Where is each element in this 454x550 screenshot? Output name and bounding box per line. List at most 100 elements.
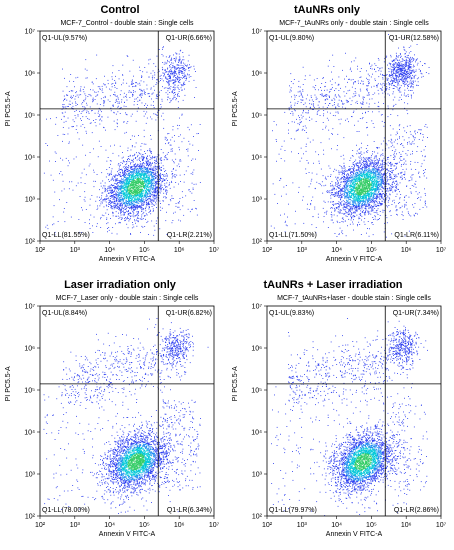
data-point — [156, 189, 158, 191]
data-point — [156, 198, 158, 200]
data-point — [135, 222, 136, 224]
data-point — [158, 166, 160, 168]
data-point — [117, 205, 119, 207]
data-point — [86, 69, 88, 71]
data-point — [181, 141, 183, 143]
data-point — [175, 182, 177, 183]
data-point — [175, 205, 177, 207]
data-point — [154, 194, 156, 196]
data-point — [107, 231, 108, 233]
data-point — [365, 211, 366, 212]
data-point — [358, 204, 360, 206]
data-point — [149, 192, 151, 194]
data-point — [108, 173, 110, 175]
data-point — [151, 77, 153, 78]
data-point — [139, 157, 140, 159]
data-point — [133, 209, 135, 211]
data-point — [152, 189, 154, 190]
data-point — [137, 83, 139, 85]
data-point — [186, 149, 188, 150]
data-point — [122, 197, 124, 199]
data-point — [137, 192, 139, 193]
data-point — [115, 192, 117, 194]
data-point — [96, 225, 98, 227]
data-point — [147, 162, 149, 164]
data-point — [383, 182, 385, 184]
data-point — [160, 176, 161, 177]
data-point — [146, 185, 148, 187]
data-point — [350, 212, 352, 213]
data-point — [152, 185, 154, 186]
data-point — [140, 179, 141, 181]
data-point — [112, 198, 114, 200]
data-point — [370, 171, 371, 173]
data-point — [117, 123, 118, 125]
data-point — [147, 186, 149, 188]
data-point — [380, 182, 382, 183]
data-point — [348, 169, 349, 171]
data-point — [127, 121, 129, 122]
data-point — [159, 177, 161, 179]
data-point — [109, 186, 111, 188]
panel-title: Control — [100, 4, 140, 16]
data-point — [180, 84, 182, 85]
data-point — [110, 195, 112, 196]
data-point — [188, 70, 190, 72]
data-point — [192, 187, 194, 189]
data-point — [366, 186, 368, 188]
data-point — [133, 186, 135, 188]
data-point — [369, 194, 371, 196]
data-point — [119, 180, 121, 182]
data-point — [354, 211, 356, 213]
data-point — [95, 200, 97, 202]
data-point — [144, 67, 146, 68]
data-point — [174, 81, 176, 83]
data-point — [181, 67, 183, 68]
data-point — [367, 202, 369, 204]
data-point — [122, 199, 123, 200]
data-point — [146, 172, 148, 174]
data-point — [167, 61, 169, 62]
data-point — [73, 158, 75, 160]
data-point — [142, 162, 144, 164]
data-point — [166, 234, 168, 235]
data-point — [138, 206, 140, 208]
data-point — [364, 168, 366, 170]
data-point — [128, 198, 129, 200]
data-point — [175, 93, 176, 95]
data-point — [129, 158, 131, 160]
data-point — [163, 159, 165, 161]
data-point — [129, 189, 131, 191]
data-point — [376, 198, 378, 200]
data-point — [373, 196, 375, 198]
data-point — [117, 95, 118, 97]
data-point — [127, 177, 128, 179]
data-point — [130, 213, 132, 214]
data-point — [98, 110, 99, 112]
data-point — [128, 193, 130, 195]
data-point — [128, 182, 129, 184]
data-point — [178, 64, 180, 66]
data-point — [132, 181, 133, 183]
data-point — [178, 163, 180, 165]
data-point — [138, 180, 140, 182]
data-point — [110, 187, 112, 189]
data-point — [343, 204, 344, 206]
data-point — [176, 174, 178, 176]
data-point — [103, 126, 104, 128]
data-point — [73, 126, 74, 127]
data-point — [151, 180, 153, 182]
data-point — [144, 153, 146, 154]
data-point — [124, 172, 126, 174]
data-point — [136, 217, 138, 219]
data-point — [361, 187, 363, 189]
data-point — [75, 117, 77, 119]
data-point — [140, 90, 142, 92]
data-point — [129, 203, 131, 205]
data-point — [151, 171, 153, 173]
data-point — [179, 78, 181, 80]
data-point — [113, 206, 115, 208]
data-point — [145, 167, 147, 169]
data-point — [117, 182, 119, 184]
data-point — [156, 176, 158, 178]
